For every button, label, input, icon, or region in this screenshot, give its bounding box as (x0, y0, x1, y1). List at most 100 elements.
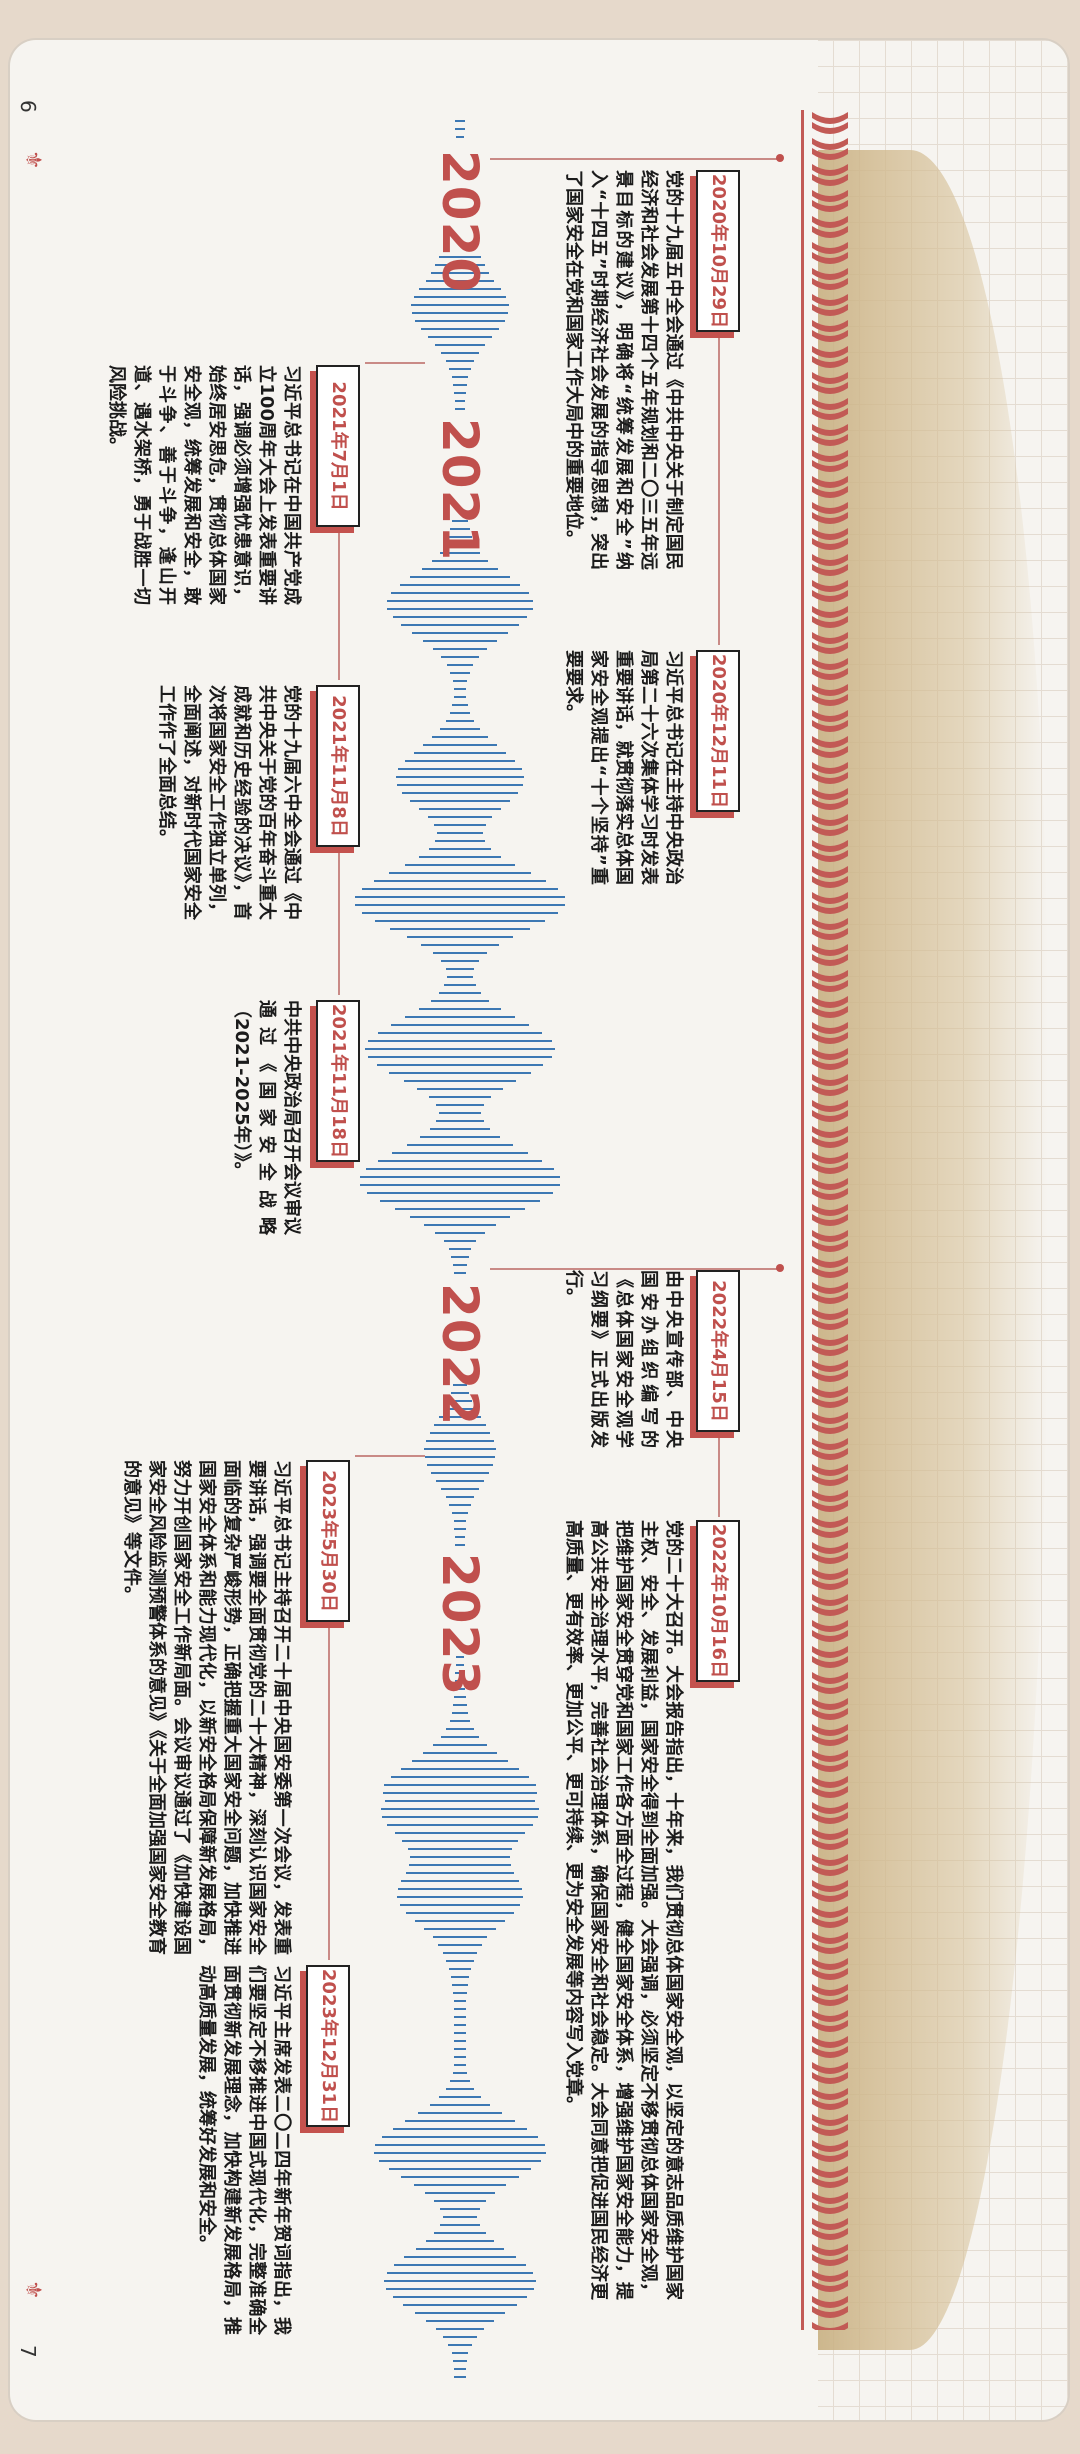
waveform-bar (435, 1232, 485, 1234)
waveform-bar (440, 352, 480, 354)
waveform-bar (454, 2040, 466, 2042)
waveform-bar (434, 2232, 486, 2234)
waveform-bar (451, 1976, 469, 1978)
waveform-bar (436, 1104, 484, 1106)
waveform-bar (375, 2144, 545, 2146)
waveform-bar (453, 2064, 467, 2066)
waveform-bar (409, 1864, 511, 1866)
waveform-bar (406, 936, 514, 938)
waveform-bar (423, 1752, 497, 1754)
waveform-bar (453, 2360, 467, 2362)
waveform-bar (455, 136, 465, 138)
waveform-bar (438, 1944, 482, 1946)
waveform-bar (449, 1720, 471, 1722)
waveform-bar (421, 568, 499, 570)
waveform-bar (404, 760, 516, 762)
waveform-bar (374, 2152, 546, 2154)
connector-line (338, 530, 340, 680)
waveform-bar (415, 2248, 505, 2250)
waveform-bar (431, 1472, 489, 1474)
waveform-bar (354, 896, 566, 898)
waveform-bar (403, 2304, 517, 2306)
waveform-bar (388, 2168, 532, 2170)
divider-line (801, 110, 804, 2330)
waveform-bar (444, 984, 476, 986)
waveform-bar (405, 1872, 515, 1874)
waveform-bar (411, 304, 509, 306)
waveform-bar (362, 912, 558, 914)
waveform-bar (439, 728, 481, 730)
event-text: 习近平总书记在主持中央政治局第二十六次集体学习时发表重要讲话，就贯彻落实总体国家… (563, 650, 684, 885)
waveform-bar (453, 1520, 467, 1522)
waveform-bar (412, 632, 508, 634)
waveform-bar (432, 736, 488, 738)
waveform-bar (448, 1248, 472, 1250)
waveform-bar (440, 1736, 480, 1738)
waveform-bar (401, 624, 519, 626)
connector-line (490, 158, 780, 160)
waveform-bar (446, 664, 474, 666)
waveform-bar (410, 1856, 510, 1858)
waveform-bar (449, 712, 471, 714)
waveform-bar (410, 1216, 510, 1218)
waveform-bar (394, 1208, 526, 1210)
date-tag: 2022年10月16日 (696, 1520, 740, 1682)
connector-line (328, 1625, 330, 1960)
waveform-bar (401, 1880, 519, 1882)
waveform-bar (390, 1776, 530, 1778)
waveform-bar (415, 320, 505, 322)
event-text: 中共中央政治局召开会议审议通过《国家安全战略（2021-2025年）》。 (231, 1000, 302, 1235)
date-tag: 2021年7月1日 (316, 365, 360, 527)
waveform-bar (361, 888, 559, 890)
waveform-bar (405, 2120, 515, 2122)
waveform-bar (406, 1912, 514, 1914)
waveform-bar (454, 2024, 466, 2026)
waveform-bar (402, 1840, 518, 1842)
waveform-bar (438, 1112, 482, 1114)
waveform-bar (360, 1184, 560, 1186)
waveform-bar (397, 1888, 523, 1890)
date-tag: 2021年11月8日 (316, 685, 360, 847)
waveform-bar (425, 2320, 495, 2322)
connector-dot (776, 154, 784, 162)
waveform-bar (418, 856, 502, 858)
connector-line (355, 1455, 425, 1457)
waveform-bar (367, 1056, 553, 1058)
waveform-bar (433, 1744, 487, 1746)
waveform-bar (453, 2000, 467, 2002)
waveform-bar (367, 1192, 553, 1194)
waveform-bar (453, 696, 467, 698)
waveform-bar (384, 1784, 536, 1786)
waveform-bar (453, 384, 467, 386)
waveform-bar (389, 1072, 531, 1074)
waveform-bar (430, 1000, 490, 1002)
waveform-bar (453, 2368, 467, 2370)
year-2021: 2021 (431, 418, 489, 562)
waveform-bar (414, 1920, 506, 1922)
date-tag: 2020年12月11日 (696, 650, 740, 812)
waveform-bar (454, 1528, 466, 1530)
waveform-bar (384, 1800, 536, 1802)
waveform-bar (392, 616, 528, 618)
waveform-bar (451, 1512, 469, 1514)
waveform-bar (446, 1960, 474, 1962)
page-number-right: 7 (16, 2345, 40, 2358)
waveform-bar (452, 1712, 468, 1714)
waveform-bar (424, 1456, 496, 1458)
waveform-bar (379, 1200, 541, 1202)
waveform-bar (441, 960, 479, 962)
year-2023: 2023 (431, 1553, 489, 1697)
waveform-bar (450, 2080, 470, 2082)
waveform-bar (432, 648, 488, 650)
waveform-bar (387, 600, 534, 602)
waveform-bar (354, 904, 566, 906)
waveform-bar (443, 2336, 477, 2338)
fleur-icon: ⚜ (20, 150, 45, 170)
waveform-bar (453, 2008, 467, 2010)
waveform-bar (434, 840, 486, 842)
waveform-bar (423, 744, 497, 746)
waveform-bar (400, 1768, 520, 1770)
waveform-bar (452, 1984, 468, 1986)
waveform-bar (405, 864, 515, 866)
